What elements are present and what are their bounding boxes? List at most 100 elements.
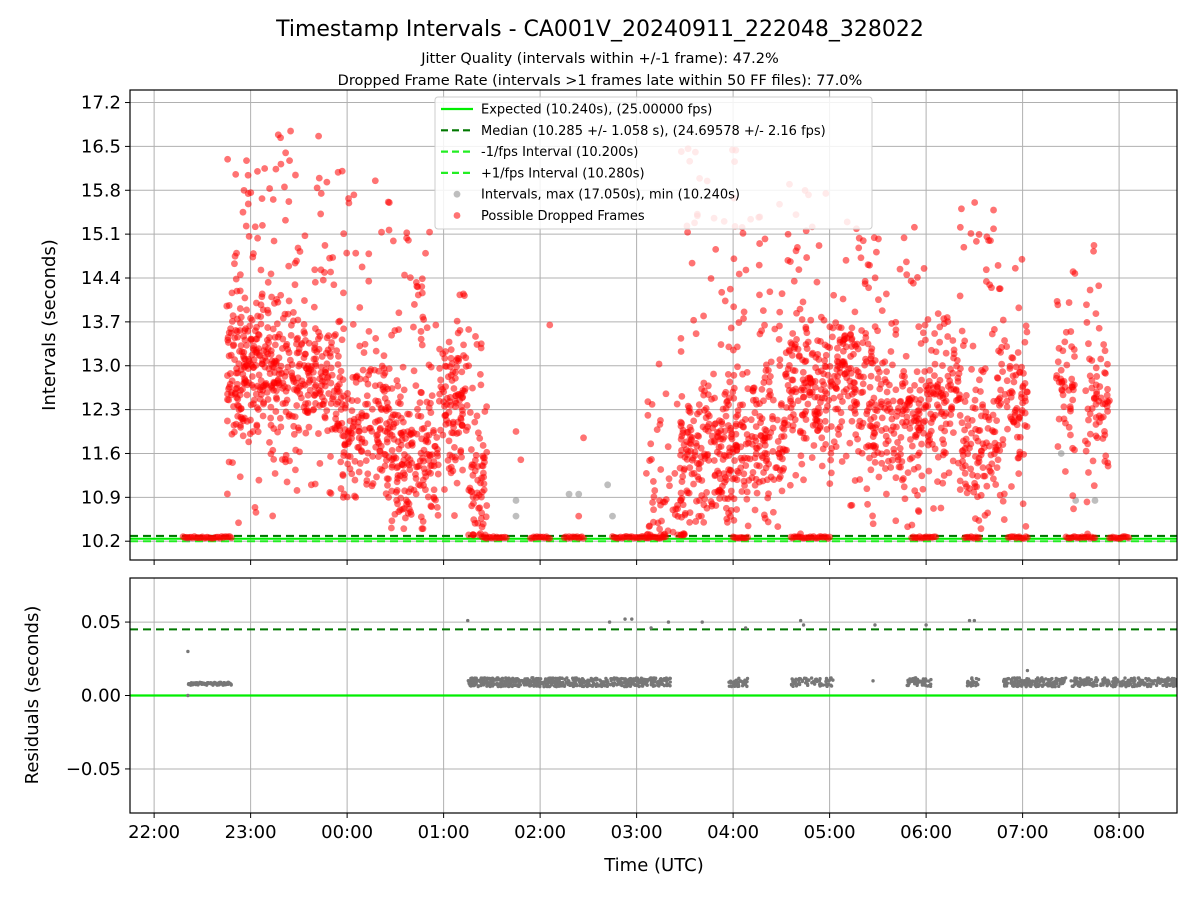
dropped-frame-point — [1101, 428, 1108, 435]
dropped-frame-point — [392, 419, 400, 427]
residual-point — [1051, 684, 1055, 689]
residual-point — [794, 677, 798, 681]
dropped-frame-point — [264, 324, 272, 331]
dropped-frame-point — [1082, 447, 1090, 455]
dropped-frame-point — [852, 343, 860, 350]
dropped-frame-point — [919, 329, 927, 337]
residual-point — [1139, 682, 1143, 686]
residual-point — [466, 678, 471, 683]
dropped-frame-point — [969, 342, 977, 350]
dropped-frame-point — [333, 347, 341, 355]
dropped-frame-point — [296, 360, 304, 368]
residual-point — [824, 679, 828, 684]
dropped-frame-point — [664, 443, 672, 451]
residual-point — [1132, 681, 1136, 685]
residual-point — [668, 680, 672, 684]
dropped-frame-point — [834, 344, 841, 352]
dropped-frame-point — [323, 407, 331, 415]
dropped-frame-point — [344, 460, 352, 468]
dropped-frame-point — [778, 487, 786, 495]
dropped-frame-point — [942, 349, 950, 357]
dropped-frame-point — [949, 457, 957, 465]
interval-point — [565, 490, 573, 498]
residual-point — [740, 683, 745, 688]
dropped-frame-point — [766, 391, 774, 399]
dropped-frame-point — [904, 469, 912, 477]
dropped-frame-point — [765, 378, 773, 386]
dropped-frame-point — [657, 501, 664, 509]
dropped-frame-point — [847, 369, 855, 377]
dropped-frame-point — [236, 271, 244, 279]
dropped-frame-point — [827, 382, 835, 390]
dropped-frame-point — [399, 363, 407, 371]
dropped-frame-point — [742, 266, 750, 274]
dropped-frame-point — [956, 223, 964, 231]
dropped-frame-point — [646, 457, 653, 464]
dropped-frame-point — [897, 450, 904, 458]
dropped-frame-point — [896, 265, 904, 273]
residual-point — [496, 684, 500, 689]
dropped-frame-point — [1000, 516, 1008, 523]
residual-point — [1111, 683, 1115, 688]
residual-point — [965, 681, 970, 685]
dropped-frame-point — [677, 334, 685, 342]
dropped-frame-point — [228, 377, 236, 385]
residual-point — [604, 676, 608, 681]
dropped-frame-point — [236, 473, 244, 481]
dropped-frame-point — [1058, 386, 1066, 393]
dropped-frame-point — [1018, 363, 1025, 371]
dropped-frame-point — [872, 443, 880, 450]
dropped-frame-point — [701, 455, 709, 462]
dropped-frame-point — [385, 365, 393, 373]
dropped-frame-point — [1067, 431, 1074, 439]
dropped-frame-point — [441, 486, 448, 493]
dropped-frame-point — [1083, 498, 1091, 506]
residual-point — [1069, 679, 1073, 683]
dropped-frame-point — [977, 451, 985, 459]
dropped-frame-point — [760, 511, 768, 519]
dropped-frame-point — [362, 457, 370, 465]
dropped-frame-point — [261, 165, 269, 172]
dropped-frame-point — [914, 491, 921, 499]
dropped-frame-point — [718, 288, 726, 296]
dropped-frame-point — [447, 354, 455, 362]
dropped-frame-point — [361, 426, 369, 434]
residual-point — [1152, 678, 1157, 683]
dropped-frame-point — [401, 271, 408, 279]
dropped-frame-point — [683, 455, 691, 463]
dropped-frame-point — [974, 493, 981, 501]
dropped-frame-point — [360, 349, 368, 356]
residual-point — [1017, 683, 1022, 688]
dropped-frame-point — [1100, 341, 1108, 348]
dropped-frame-point — [1003, 397, 1011, 405]
dropped-frame-point — [958, 205, 965, 213]
dropped-frame-point — [512, 428, 520, 435]
dropped-frame-point — [986, 467, 994, 475]
dropped-frame-point — [351, 476, 359, 484]
dropped-frame-point — [878, 459, 886, 467]
dropped-frame-point — [777, 401, 785, 409]
x-tick-label: 00:00 — [321, 822, 373, 843]
legend-box — [434, 96, 873, 230]
dropped-frame-point — [822, 406, 830, 414]
y-tick-label: 15.8 — [81, 180, 121, 201]
dropped-frame-point — [369, 480, 377, 487]
dropped-frame-point — [792, 471, 800, 479]
dropped-frame-point — [956, 486, 964, 493]
dropped-frame-point — [287, 321, 295, 329]
dropped-frame-point — [729, 346, 737, 354]
dropped-frame-point — [258, 222, 266, 229]
dropped-frame-point — [930, 505, 937, 512]
dropped-frame-point — [303, 408, 311, 416]
x-tick-label: 01:00 — [418, 822, 470, 843]
dropped-frame-point — [710, 370, 717, 378]
dropped-frame-point — [769, 415, 776, 423]
dropped-frame-point — [743, 495, 751, 503]
residual-point — [507, 676, 511, 680]
dropped-frame-point — [392, 488, 400, 496]
residual-point — [976, 677, 981, 682]
dropped-frame-point — [800, 476, 807, 484]
dropped-frame-point — [934, 381, 942, 388]
residual-point — [634, 678, 639, 682]
dropped-frame-point — [239, 415, 247, 423]
